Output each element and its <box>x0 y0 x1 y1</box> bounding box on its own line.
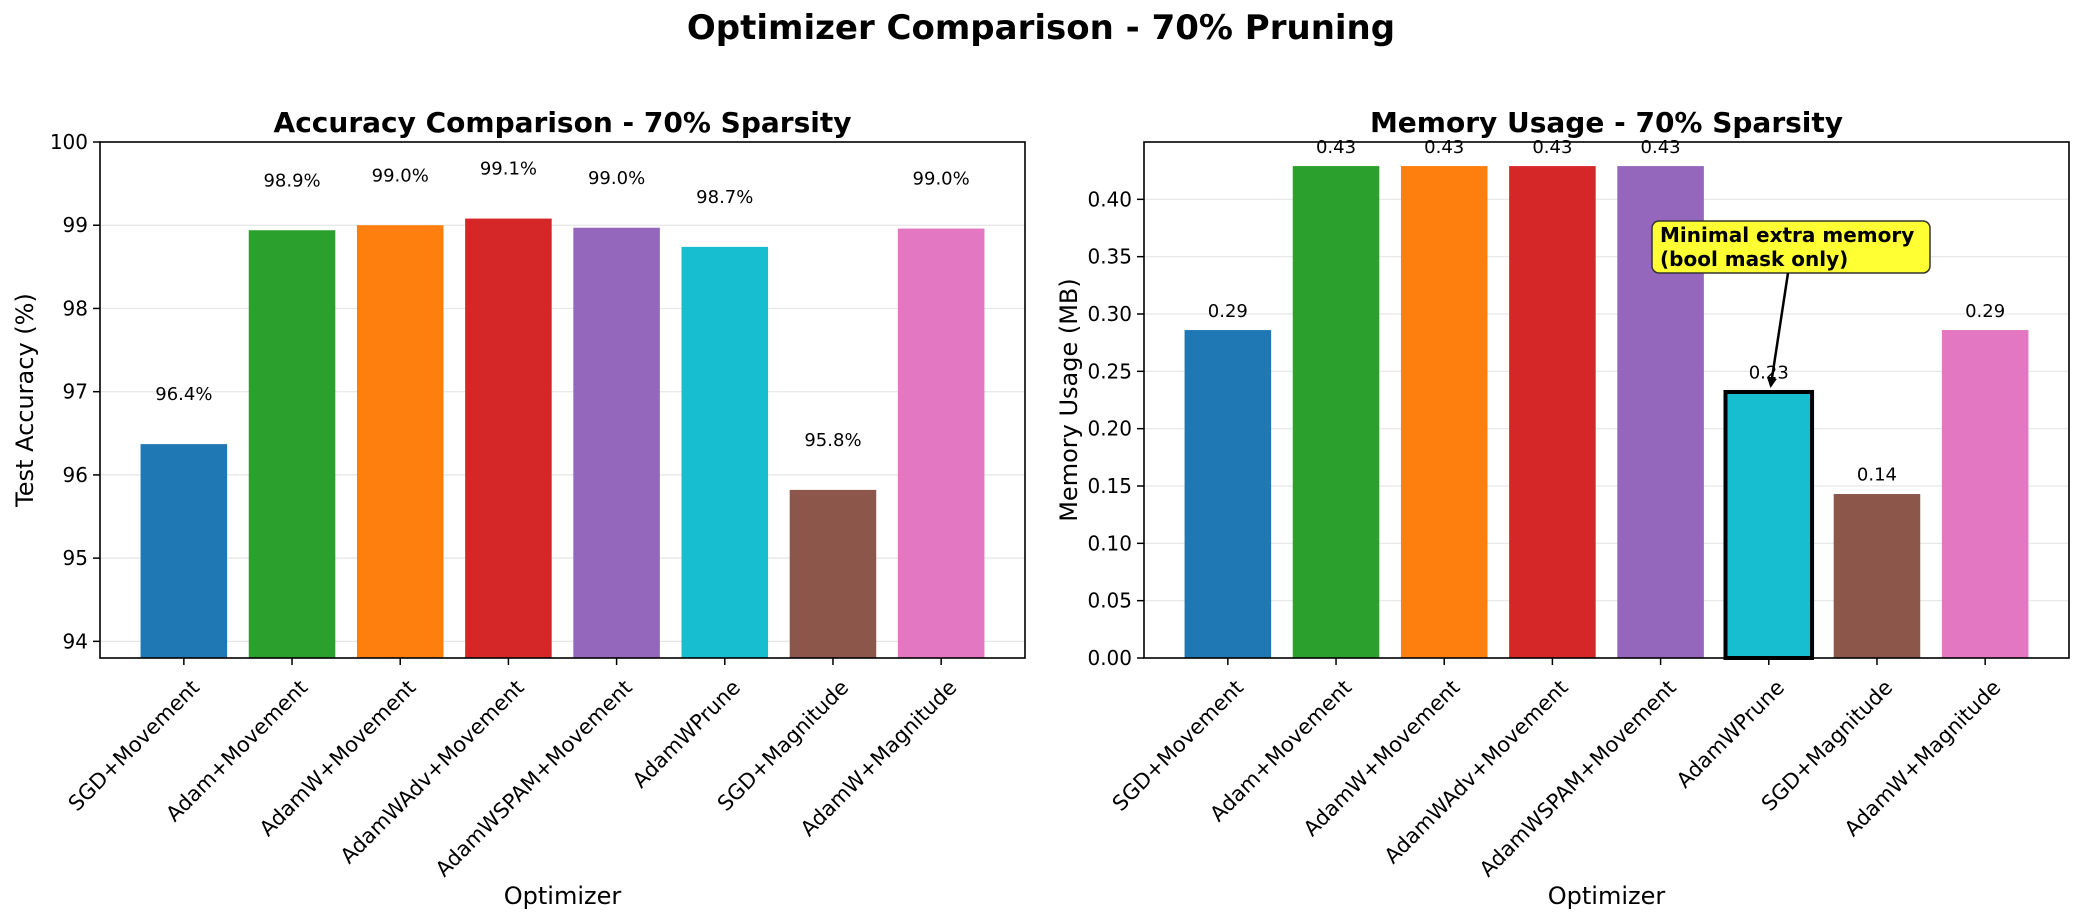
x-tick-label: AdamWPrune <box>1672 675 1789 792</box>
x-tick-label: AdamWSPAM+Movement <box>1475 675 1681 881</box>
bar-adamw-movement <box>356 225 444 658</box>
y-tick-label: 0.40 <box>1087 187 1132 211</box>
bar-adamwadv-movement <box>465 218 552 658</box>
bar-adamwadv-movement <box>1509 166 1596 658</box>
y-tick-label: 97 <box>63 380 88 404</box>
y-tick-label: 0.00 <box>1087 646 1132 670</box>
data-label: 95.8% <box>804 430 861 451</box>
x-axis-label: Optimizer <box>1548 882 1666 910</box>
bar-sgd-magnitude <box>789 489 877 658</box>
data-label: 99.1% <box>480 159 537 180</box>
chart-title: Accuracy Comparison - 70% Sparsity <box>274 106 852 139</box>
bar-adamwprune <box>681 246 769 659</box>
bar-sgd-movement <box>140 444 228 658</box>
y-tick-label: 0.20 <box>1087 417 1132 441</box>
y-tick-label: 99 <box>63 213 88 237</box>
annotation-text: Minimal extra memory <box>1660 223 1914 247</box>
data-label: 0.43 <box>1424 137 1464 158</box>
y-tick-label: 98 <box>63 296 88 320</box>
bar-sgd-movement <box>1184 330 1272 658</box>
memory-chart: 0.29SGD+Movement0.43Adam+Movement0.43Ada… <box>1055 106 2070 910</box>
data-label: 0.43 <box>1532 137 1572 158</box>
axes-frame <box>99 141 1026 659</box>
x-tick-label: AdamWAdv+Movement <box>1380 675 1573 868</box>
data-label: 0.23 <box>1749 363 1789 384</box>
bar-adam-movement <box>1292 166 1380 658</box>
y-tick-label: 94 <box>63 629 88 653</box>
y-tick-label: 95 <box>63 546 88 570</box>
annotation-text: (bool mask only) <box>1660 247 1848 271</box>
bar-adamwprune <box>1723 389 1815 660</box>
y-tick-label: 100 <box>50 130 88 154</box>
x-tick-label: AdamWAdv+Movement <box>336 675 529 868</box>
data-label: 99.0% <box>913 169 970 190</box>
y-axis-label: Test Accuracy (%) <box>11 293 39 508</box>
data-label: 96.4% <box>155 384 212 405</box>
annotation-box <box>1651 220 1931 274</box>
data-label: 99.0% <box>372 165 429 186</box>
chart-title: Memory Usage - 70% Sparsity <box>1370 106 1843 139</box>
data-label: 0.29 <box>1208 301 1248 322</box>
bar-adamw-movement <box>1400 166 1488 658</box>
data-label: 0.43 <box>1641 137 1681 158</box>
bar-adam-movement <box>248 230 336 658</box>
bar-adamwspam-movement <box>573 227 660 658</box>
y-tick-label: 0.05 <box>1087 589 1132 613</box>
figure-title: Optimizer Comparison - 70% Pruning <box>686 8 1396 48</box>
x-tick-label: AdamWPrune <box>628 675 745 792</box>
y-tick-label: 0.35 <box>1087 245 1132 269</box>
y-tick-label: 0.10 <box>1087 531 1132 555</box>
axes-frame <box>1143 141 2070 659</box>
data-label: 0.43 <box>1316 137 1356 158</box>
bar-sgd-magnitude <box>1833 494 1921 658</box>
y-axis-label: Memory Usage (MB) <box>1055 278 1083 522</box>
bar-adamw-magnitude <box>1941 330 2029 658</box>
x-tick-label: AdamWSPAM+Movement <box>431 675 637 881</box>
accuracy-chart: 96.4%SGD+Movement98.9%Adam+Movement99.0%… <box>11 106 1026 910</box>
y-tick-label: 96 <box>63 463 88 487</box>
y-tick-label: 0.15 <box>1087 474 1132 498</box>
x-axis-label: Optimizer <box>504 882 622 910</box>
bar-adamw-magnitude <box>897 228 985 658</box>
data-label: 0.14 <box>1857 465 1897 486</box>
data-label: 98.9% <box>263 170 320 191</box>
y-tick-label: 0.25 <box>1087 359 1132 383</box>
data-label: 0.29 <box>1965 301 2005 322</box>
data-label: 98.7% <box>696 187 753 208</box>
y-tick-label: 0.30 <box>1087 302 1132 326</box>
annotation-arrow <box>1767 272 1790 388</box>
data-label: 99.0% <box>588 168 645 189</box>
